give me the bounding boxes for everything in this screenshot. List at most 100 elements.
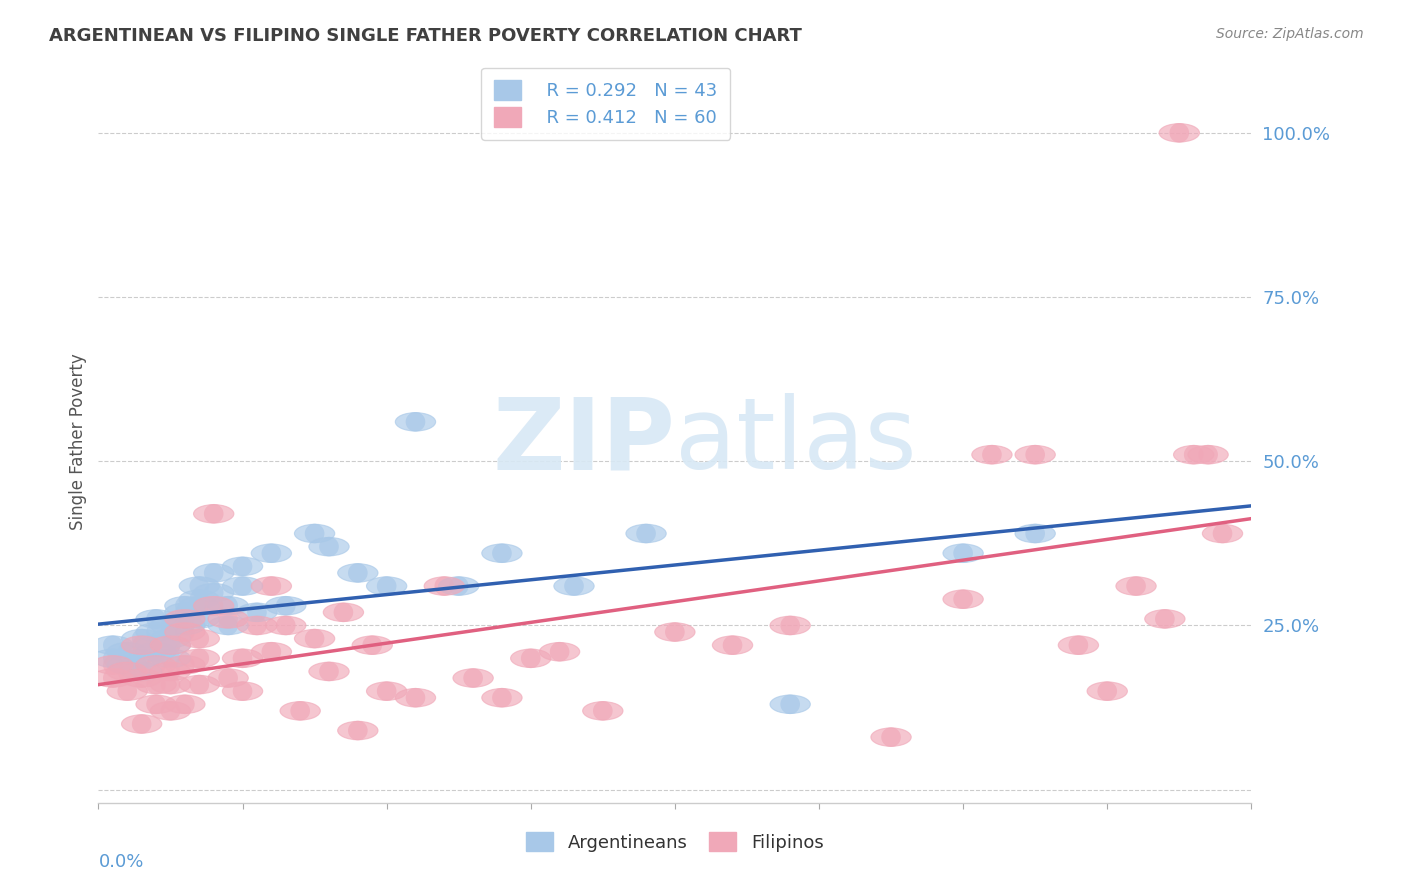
Ellipse shape (136, 695, 176, 714)
Ellipse shape (266, 616, 307, 634)
Point (332, 605, 354, 619)
Point (145, 625, 167, 640)
Ellipse shape (208, 597, 249, 615)
Ellipse shape (136, 656, 176, 674)
Ellipse shape (107, 656, 148, 674)
Ellipse shape (1116, 577, 1156, 595)
Point (174, 612, 197, 626)
Ellipse shape (294, 630, 335, 648)
Point (636, 526, 658, 541)
Point (145, 645, 167, 659)
Ellipse shape (1188, 445, 1229, 464)
Point (491, 690, 513, 705)
Ellipse shape (136, 623, 176, 641)
Point (131, 665, 153, 679)
Ellipse shape (1144, 610, 1185, 628)
Point (952, 592, 974, 607)
Ellipse shape (208, 669, 249, 687)
Ellipse shape (1059, 636, 1098, 655)
Point (131, 651, 153, 665)
Point (159, 677, 181, 691)
Text: 0.0%: 0.0% (98, 854, 143, 871)
Ellipse shape (194, 564, 233, 582)
Point (117, 684, 139, 698)
Point (202, 599, 225, 613)
Point (1097, 684, 1119, 698)
Point (274, 599, 297, 613)
Ellipse shape (425, 577, 464, 595)
Ellipse shape (150, 675, 191, 694)
Ellipse shape (266, 597, 307, 615)
Ellipse shape (222, 649, 263, 667)
Ellipse shape (107, 682, 148, 700)
Ellipse shape (222, 558, 263, 575)
Point (260, 546, 283, 560)
Point (188, 632, 211, 646)
Ellipse shape (179, 675, 219, 694)
Point (217, 618, 239, 632)
Ellipse shape (943, 544, 983, 562)
Point (405, 690, 427, 705)
Ellipse shape (121, 662, 162, 681)
Point (159, 632, 181, 646)
Point (274, 618, 297, 632)
Ellipse shape (93, 636, 134, 655)
Point (231, 684, 254, 698)
Point (202, 507, 225, 521)
Point (246, 618, 269, 632)
Ellipse shape (179, 649, 219, 667)
Ellipse shape (222, 577, 263, 595)
Ellipse shape (121, 649, 162, 667)
Point (1168, 126, 1191, 140)
Ellipse shape (540, 642, 579, 661)
Point (231, 579, 254, 593)
Ellipse shape (107, 662, 148, 681)
Ellipse shape (150, 630, 191, 648)
Point (131, 638, 153, 652)
Point (1154, 612, 1177, 626)
Ellipse shape (194, 597, 233, 615)
Point (304, 526, 326, 541)
Ellipse shape (453, 669, 494, 687)
Ellipse shape (165, 610, 205, 628)
Ellipse shape (510, 649, 551, 667)
Ellipse shape (1174, 445, 1213, 464)
Point (260, 579, 283, 593)
Point (290, 704, 312, 718)
Point (1125, 579, 1147, 593)
Ellipse shape (136, 642, 176, 661)
Point (880, 730, 903, 744)
Point (217, 612, 239, 626)
Ellipse shape (1159, 124, 1199, 142)
Point (131, 671, 153, 685)
Point (217, 671, 239, 685)
Point (375, 684, 398, 698)
Point (433, 579, 456, 593)
Point (231, 651, 254, 665)
Ellipse shape (179, 597, 219, 615)
Point (174, 657, 197, 672)
Y-axis label: Single Father Poverty: Single Father Poverty (69, 353, 87, 530)
Point (246, 605, 269, 619)
Point (101, 657, 124, 672)
Point (304, 632, 326, 646)
Ellipse shape (179, 630, 219, 648)
Ellipse shape (367, 682, 406, 700)
Point (117, 657, 139, 672)
Point (520, 651, 543, 665)
Point (346, 723, 368, 738)
Point (779, 698, 801, 712)
Ellipse shape (395, 689, 436, 706)
Point (188, 651, 211, 665)
Ellipse shape (713, 636, 752, 655)
Point (101, 638, 124, 652)
Ellipse shape (582, 702, 623, 720)
Ellipse shape (1015, 445, 1056, 464)
Point (117, 665, 139, 679)
Point (1212, 526, 1234, 541)
Ellipse shape (165, 656, 205, 674)
Ellipse shape (150, 636, 191, 655)
Ellipse shape (179, 577, 219, 595)
Point (346, 566, 368, 580)
Ellipse shape (150, 636, 191, 655)
